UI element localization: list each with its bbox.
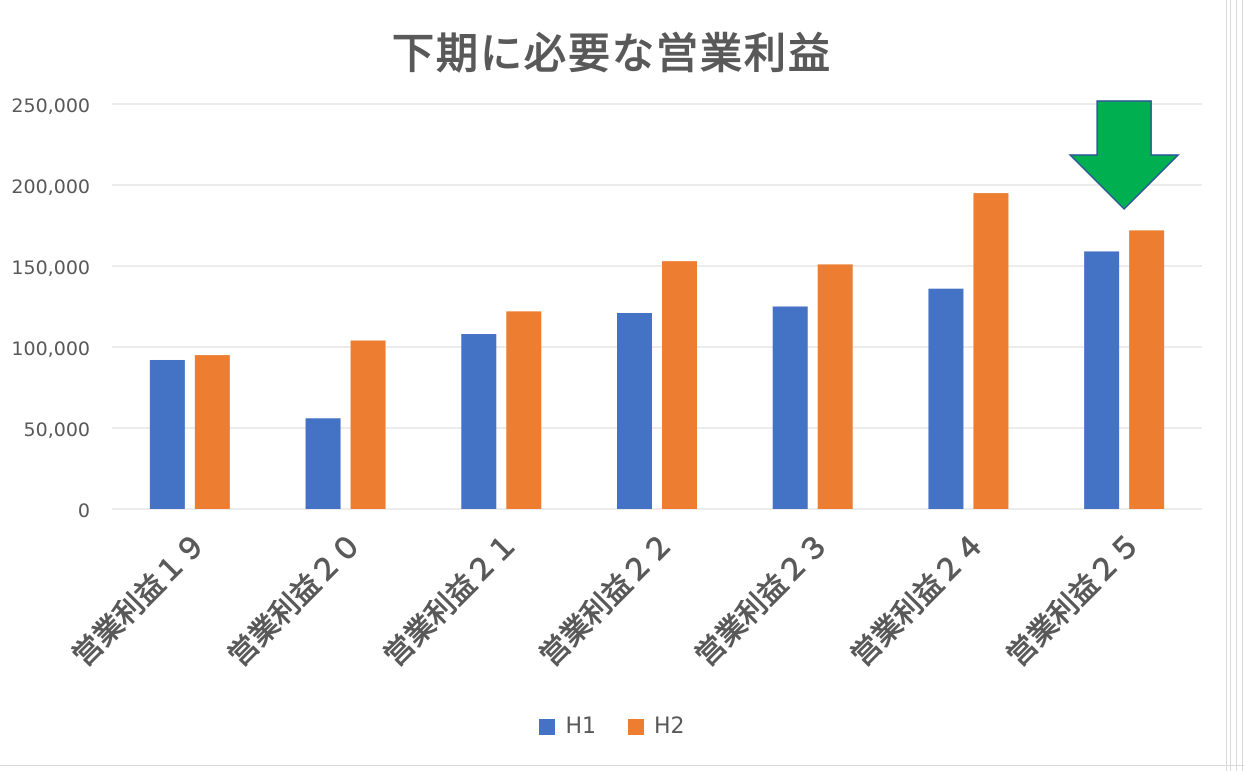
y-tick-label: 200,000 <box>11 176 90 198</box>
legend-swatch-h2 <box>628 718 644 735</box>
bar-h2 <box>506 311 542 509</box>
bar-h2 <box>1129 230 1165 510</box>
bar-h1 <box>928 288 964 509</box>
y-tick-label: 150,000 <box>11 257 90 279</box>
frame-line <box>1226 0 1227 771</box>
bar-h1 <box>772 306 808 509</box>
x-tick-label: 営業利益１９ <box>66 526 213 673</box>
down-arrow-icon <box>1068 100 1180 211</box>
legend-label-h2: H2 <box>654 714 685 739</box>
bar-h1 <box>1084 251 1120 510</box>
frame-line <box>1230 0 1231 771</box>
frame-line <box>1242 0 1243 771</box>
y-tick-label: 0 <box>78 500 90 522</box>
bar-h2 <box>194 355 230 509</box>
chart-title: 下期に必要な営業利益 <box>391 29 832 78</box>
bar-h1 <box>305 418 341 509</box>
y-tick-label: 250,000 <box>11 95 90 117</box>
x-tick-label: 営業利益２３ <box>689 526 836 673</box>
chart-legend: H1 H2 <box>0 714 1224 739</box>
frame-line <box>0 765 1244 766</box>
x-tick-label: 営業利益２０ <box>221 526 368 673</box>
legend-item-h2: H2 <box>628 714 685 739</box>
x-tick-label: 営業利益２１ <box>377 526 524 673</box>
x-tick-label: 営業利益２５ <box>1000 526 1147 673</box>
bar-h2 <box>350 340 386 509</box>
frame-line <box>1236 0 1237 771</box>
bar-h1 <box>149 359 185 509</box>
legend-item-h1: H1 <box>539 714 596 739</box>
bar-h2 <box>817 264 853 509</box>
y-tick-label: 100,000 <box>11 338 90 360</box>
bar-h1 <box>461 334 497 509</box>
x-tick-label: 営業利益２２ <box>533 526 680 673</box>
bar-h2 <box>662 261 697 509</box>
x-tick-label: 営業利益２４ <box>844 526 991 673</box>
bar-h1 <box>617 312 652 509</box>
legend-label-h1: H1 <box>565 714 596 739</box>
y-tick-label: 50,000 <box>24 419 90 441</box>
legend-swatch-h1 <box>539 718 556 735</box>
bar-h2 <box>973 193 1009 509</box>
